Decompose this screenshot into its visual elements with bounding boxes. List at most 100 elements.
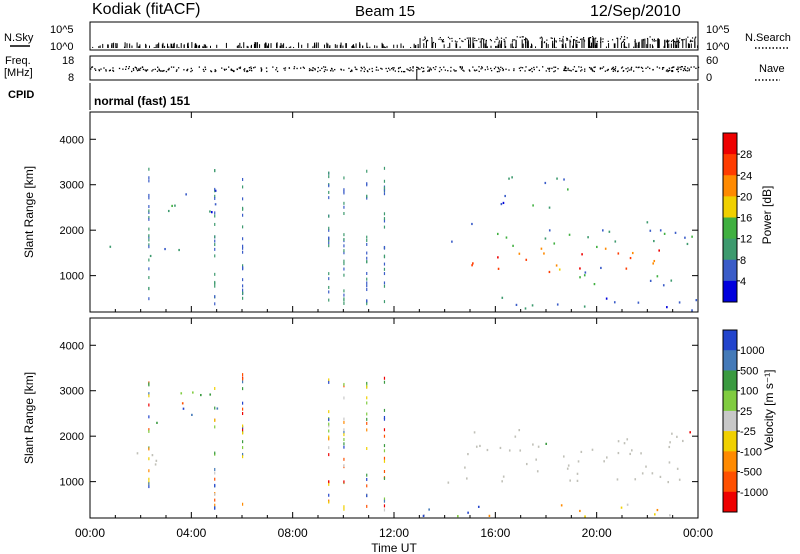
velocity-cell bbox=[518, 429, 521, 432]
noise-search-mark bbox=[577, 41, 579, 43]
velocity-cell bbox=[214, 506, 216, 510]
noise-search-mark bbox=[462, 40, 464, 43]
velocity-cell bbox=[148, 392, 150, 396]
velocity-marks bbox=[136, 373, 691, 518]
freq-mark bbox=[394, 70, 396, 72]
freq-mark bbox=[531, 70, 533, 73]
power-cell bbox=[659, 229, 662, 232]
velocity-cell bbox=[626, 503, 629, 506]
freq-mark bbox=[332, 70, 334, 72]
velocity-cell bbox=[383, 444, 386, 448]
velocity-cell bbox=[242, 502, 244, 506]
velocity-cell bbox=[617, 451, 620, 455]
power-cell bbox=[328, 244, 330, 248]
power-cell bbox=[148, 193, 150, 197]
velocity-cell bbox=[366, 401, 368, 405]
power-cell bbox=[148, 276, 150, 280]
noise-panel-frame bbox=[89, 21, 699, 51]
velocity-ylabel: Slant Range [km] bbox=[22, 372, 36, 464]
freq-panel: Freq. [MHz] 18 8 60 0 Nave bbox=[4, 55, 785, 84]
freq-mark bbox=[324, 69, 326, 71]
velocity-cell bbox=[242, 401, 244, 405]
freq-mark bbox=[91, 66, 94, 68]
xtick-label: 08:00 bbox=[278, 526, 308, 540]
freq-mark bbox=[98, 69, 101, 72]
velocity-cell bbox=[457, 515, 459, 518]
freq-mark bbox=[684, 66, 686, 68]
freq-mark bbox=[419, 68, 421, 70]
xtick-label: 20:00 bbox=[582, 526, 612, 540]
cpid-label: CPID bbox=[8, 89, 34, 101]
freq-mark bbox=[351, 70, 353, 72]
noise-search-mark bbox=[602, 41, 604, 43]
power-colorbar-tick-label: 28 bbox=[740, 149, 752, 161]
velocity-cell bbox=[328, 500, 330, 504]
power-colorbar-tick-label: 4 bbox=[740, 276, 746, 288]
noise-search-mark bbox=[679, 37, 681, 39]
freq-mark bbox=[682, 69, 685, 72]
power-cell bbox=[500, 202, 503, 206]
freq-mark bbox=[688, 69, 690, 72]
freq-mark bbox=[375, 69, 377, 71]
velocity-cell bbox=[366, 447, 368, 451]
velocity-colorbar-swatch bbox=[723, 451, 737, 473]
freq-mark bbox=[658, 67, 661, 69]
velocity-colorbar-swatch bbox=[723, 370, 737, 392]
beam-title: Beam 15 bbox=[355, 3, 415, 20]
noise-search-mark bbox=[573, 39, 575, 41]
velocity-cell bbox=[577, 460, 580, 463]
noise-right-tick-top: 10^5 bbox=[706, 24, 730, 36]
freq-mark bbox=[360, 70, 362, 72]
power-cell bbox=[343, 201, 345, 205]
velocity-cell bbox=[383, 449, 386, 453]
freq-mark bbox=[513, 69, 515, 72]
velocity-cell bbox=[603, 460, 605, 463]
power-cell bbox=[328, 228, 330, 232]
power-cell bbox=[242, 288, 244, 292]
power-cell bbox=[328, 175, 330, 179]
freq-mark bbox=[591, 69, 594, 72]
velocity-cell bbox=[668, 445, 671, 449]
power-cell bbox=[583, 274, 586, 277]
power-colorbar-tick-label: 24 bbox=[740, 170, 752, 182]
noise-search-mark bbox=[566, 38, 569, 40]
power-cell bbox=[328, 290, 330, 294]
velocity-cell bbox=[422, 514, 425, 518]
freq-mark bbox=[593, 70, 596, 73]
velocity-cell bbox=[566, 467, 569, 470]
freq-mark bbox=[98, 69, 100, 71]
freq-mark bbox=[151, 70, 153, 72]
power-cell bbox=[451, 240, 453, 243]
velocity-cell bbox=[242, 377, 244, 381]
freq-mark bbox=[377, 69, 379, 71]
velocity-cell bbox=[383, 499, 386, 503]
velocity-cell bbox=[383, 456, 386, 460]
noise-search-mark bbox=[566, 37, 568, 39]
freq-mark bbox=[677, 66, 679, 68]
freq-mark bbox=[385, 67, 387, 70]
freq-mark bbox=[275, 67, 278, 69]
power-colorbar-swatch bbox=[723, 217, 737, 240]
freq-mark bbox=[627, 67, 629, 69]
velocity-cell bbox=[148, 394, 150, 398]
power-cell bbox=[600, 266, 602, 270]
velocity-cell bbox=[328, 493, 330, 497]
freq-mark bbox=[131, 70, 133, 73]
freq-mark bbox=[303, 67, 305, 69]
power-cell bbox=[544, 237, 547, 240]
power-cell bbox=[328, 226, 330, 230]
velocity-colorbar-tick-label: -500 bbox=[740, 467, 762, 479]
power-cell bbox=[214, 203, 217, 206]
noise-search-mark bbox=[678, 41, 680, 43]
velocity-cell bbox=[148, 477, 150, 481]
power-cell bbox=[587, 236, 589, 239]
velocity-cell bbox=[366, 428, 368, 432]
velocity-cell bbox=[343, 438, 345, 442]
power-colorbar-tick-label: 16 bbox=[740, 213, 752, 225]
velocity-cell bbox=[148, 469, 150, 473]
freq-mark bbox=[375, 66, 378, 68]
velocity-cell bbox=[366, 412, 368, 416]
freq-mark bbox=[125, 68, 127, 70]
velocity-cell bbox=[242, 387, 244, 391]
